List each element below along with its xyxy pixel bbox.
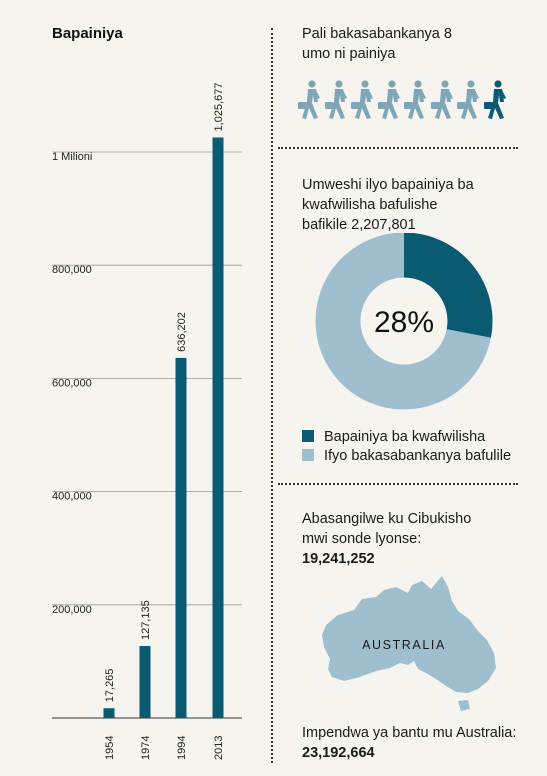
x-tick-label: 1994 bbox=[176, 736, 188, 760]
walking-person-with-briefcase-icon bbox=[483, 80, 506, 119]
bar-1994 bbox=[175, 357, 187, 718]
chart-title: Bapainiya bbox=[52, 25, 124, 42]
hours-text-line1: Umweshi ilyo bapainiya ba bbox=[302, 177, 474, 193]
legend-item-auxiliary: Bapainiya ba kwafwilisha bbox=[302, 428, 485, 446]
pioneer-ratio-line2: umo ni painiya bbox=[302, 46, 396, 62]
bar-2013 bbox=[212, 137, 224, 719]
bar-1974 bbox=[139, 646, 151, 718]
y-tick-label: 400,000 bbox=[52, 491, 92, 503]
bar-value-label: 17,265 bbox=[104, 669, 116, 703]
divider-2 bbox=[278, 483, 518, 485]
australia-map: AUSTRALIA bbox=[322, 576, 496, 711]
y-tick-label: 600,000 bbox=[52, 377, 92, 389]
vertical-divider bbox=[271, 28, 273, 763]
divider-1 bbox=[278, 147, 518, 149]
memorial-text-line2: mwi sonde lyonse: bbox=[302, 531, 422, 547]
bar-value-label: 1,025,677 bbox=[213, 83, 225, 132]
walking-person-with-briefcase-icon bbox=[404, 80, 426, 119]
hours-text-line2: kwafwilisha bafulishe bbox=[302, 197, 438, 213]
walking-person-with-briefcase-icon bbox=[457, 80, 479, 119]
donut-highlight-segment bbox=[402, 233, 493, 338]
walking-person-with-briefcase-icon bbox=[377, 80, 400, 119]
legend-label-total: Ifyo bakasabankanya bafulile bbox=[324, 448, 512, 464]
legend-swatch-dark bbox=[302, 430, 314, 442]
legend-label-auxiliary: Bapainiya ba kwafwilisha bbox=[324, 429, 486, 445]
bar-value-label: 636,202 bbox=[176, 312, 188, 352]
y-tick-label: 800,000 bbox=[52, 264, 92, 276]
x-tick-label: 2013 bbox=[213, 736, 225, 760]
memorial-text-line1: Abasangilwe ku Cibukisho bbox=[302, 511, 472, 527]
australia-shape bbox=[322, 576, 496, 711]
y-tick-label: 200,000 bbox=[52, 604, 92, 616]
bar-1954 bbox=[103, 708, 115, 718]
pioneer-ratio-line1: Pali bakasabankanya 8 bbox=[302, 26, 452, 42]
memorial-value: 19,241,252 bbox=[302, 551, 375, 567]
bar-value-label: 127,135 bbox=[140, 600, 152, 640]
map-label: AUSTRALIA bbox=[362, 638, 446, 652]
walking-person-with-briefcase-icon bbox=[351, 80, 373, 119]
walking-person-with-briefcase-icon bbox=[430, 80, 453, 119]
bar-chart: Bapainiya 200,000 400,000 600,000 800,000 1 … bbox=[52, 25, 242, 760]
donut-center-label: 28% bbox=[374, 306, 434, 339]
y-tick-label: 1 Milioni bbox=[52, 151, 92, 163]
x-tick-label: 1954 bbox=[104, 736, 116, 760]
legend-swatch-light bbox=[302, 449, 314, 461]
population-label: Impendwa ya bantu mu Australia: bbox=[302, 725, 517, 741]
walking-person-with-briefcase-icon bbox=[298, 80, 320, 119]
population-value: 23,192,664 bbox=[302, 745, 375, 761]
walking-person-with-briefcase-icon bbox=[324, 80, 347, 119]
donut-chart: 28% bbox=[315, 233, 493, 410]
legend-item-total: Ifyo bakasabankanya bafulile bbox=[302, 447, 511, 465]
hours-text-line3: bafikile 2,207,801 bbox=[302, 217, 416, 233]
x-tick-label: 1974 bbox=[140, 736, 152, 760]
